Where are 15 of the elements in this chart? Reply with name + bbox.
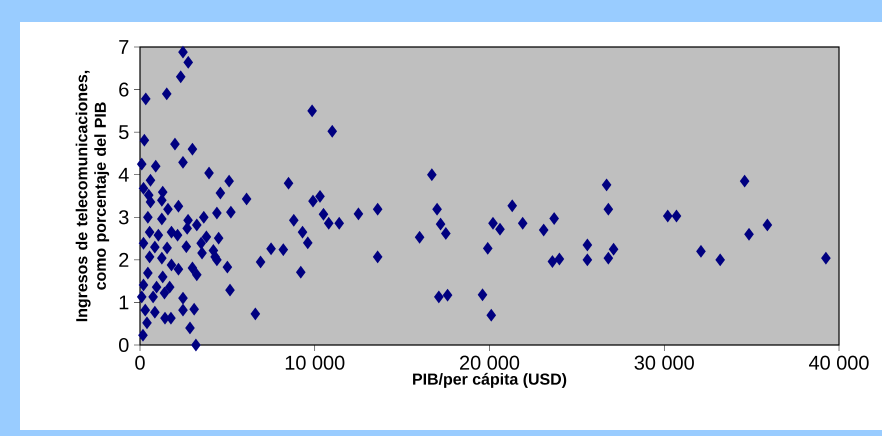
x-tick-label: 30 000 bbox=[634, 356, 694, 370]
y-tick-label: 5 bbox=[119, 125, 128, 140]
x-tick-label: 0 bbox=[135, 356, 145, 370]
y-tick-label: 4 bbox=[118, 168, 129, 182]
y-tick-label: 2 bbox=[119, 252, 128, 267]
x-tick-label: 10 000 bbox=[286, 356, 344, 370]
x-axis-title: PIB/per cápita (USD) bbox=[413, 372, 566, 388]
y-tick-label: 7 bbox=[119, 40, 128, 54]
y-axis-title: Ingresos de telecomunicaciones, como porcentaje del PIB bbox=[76, 70, 110, 322]
y-tick-label: 1 bbox=[120, 296, 128, 310]
y-tick-label: 6 bbox=[119, 82, 128, 97]
x-tick-label: 40 000 bbox=[808, 356, 869, 370]
y-tick-label: 0 bbox=[118, 338, 129, 352]
x-tick-label: 20 000 bbox=[460, 356, 520, 370]
y-tick-label: 3 bbox=[118, 210, 128, 224]
